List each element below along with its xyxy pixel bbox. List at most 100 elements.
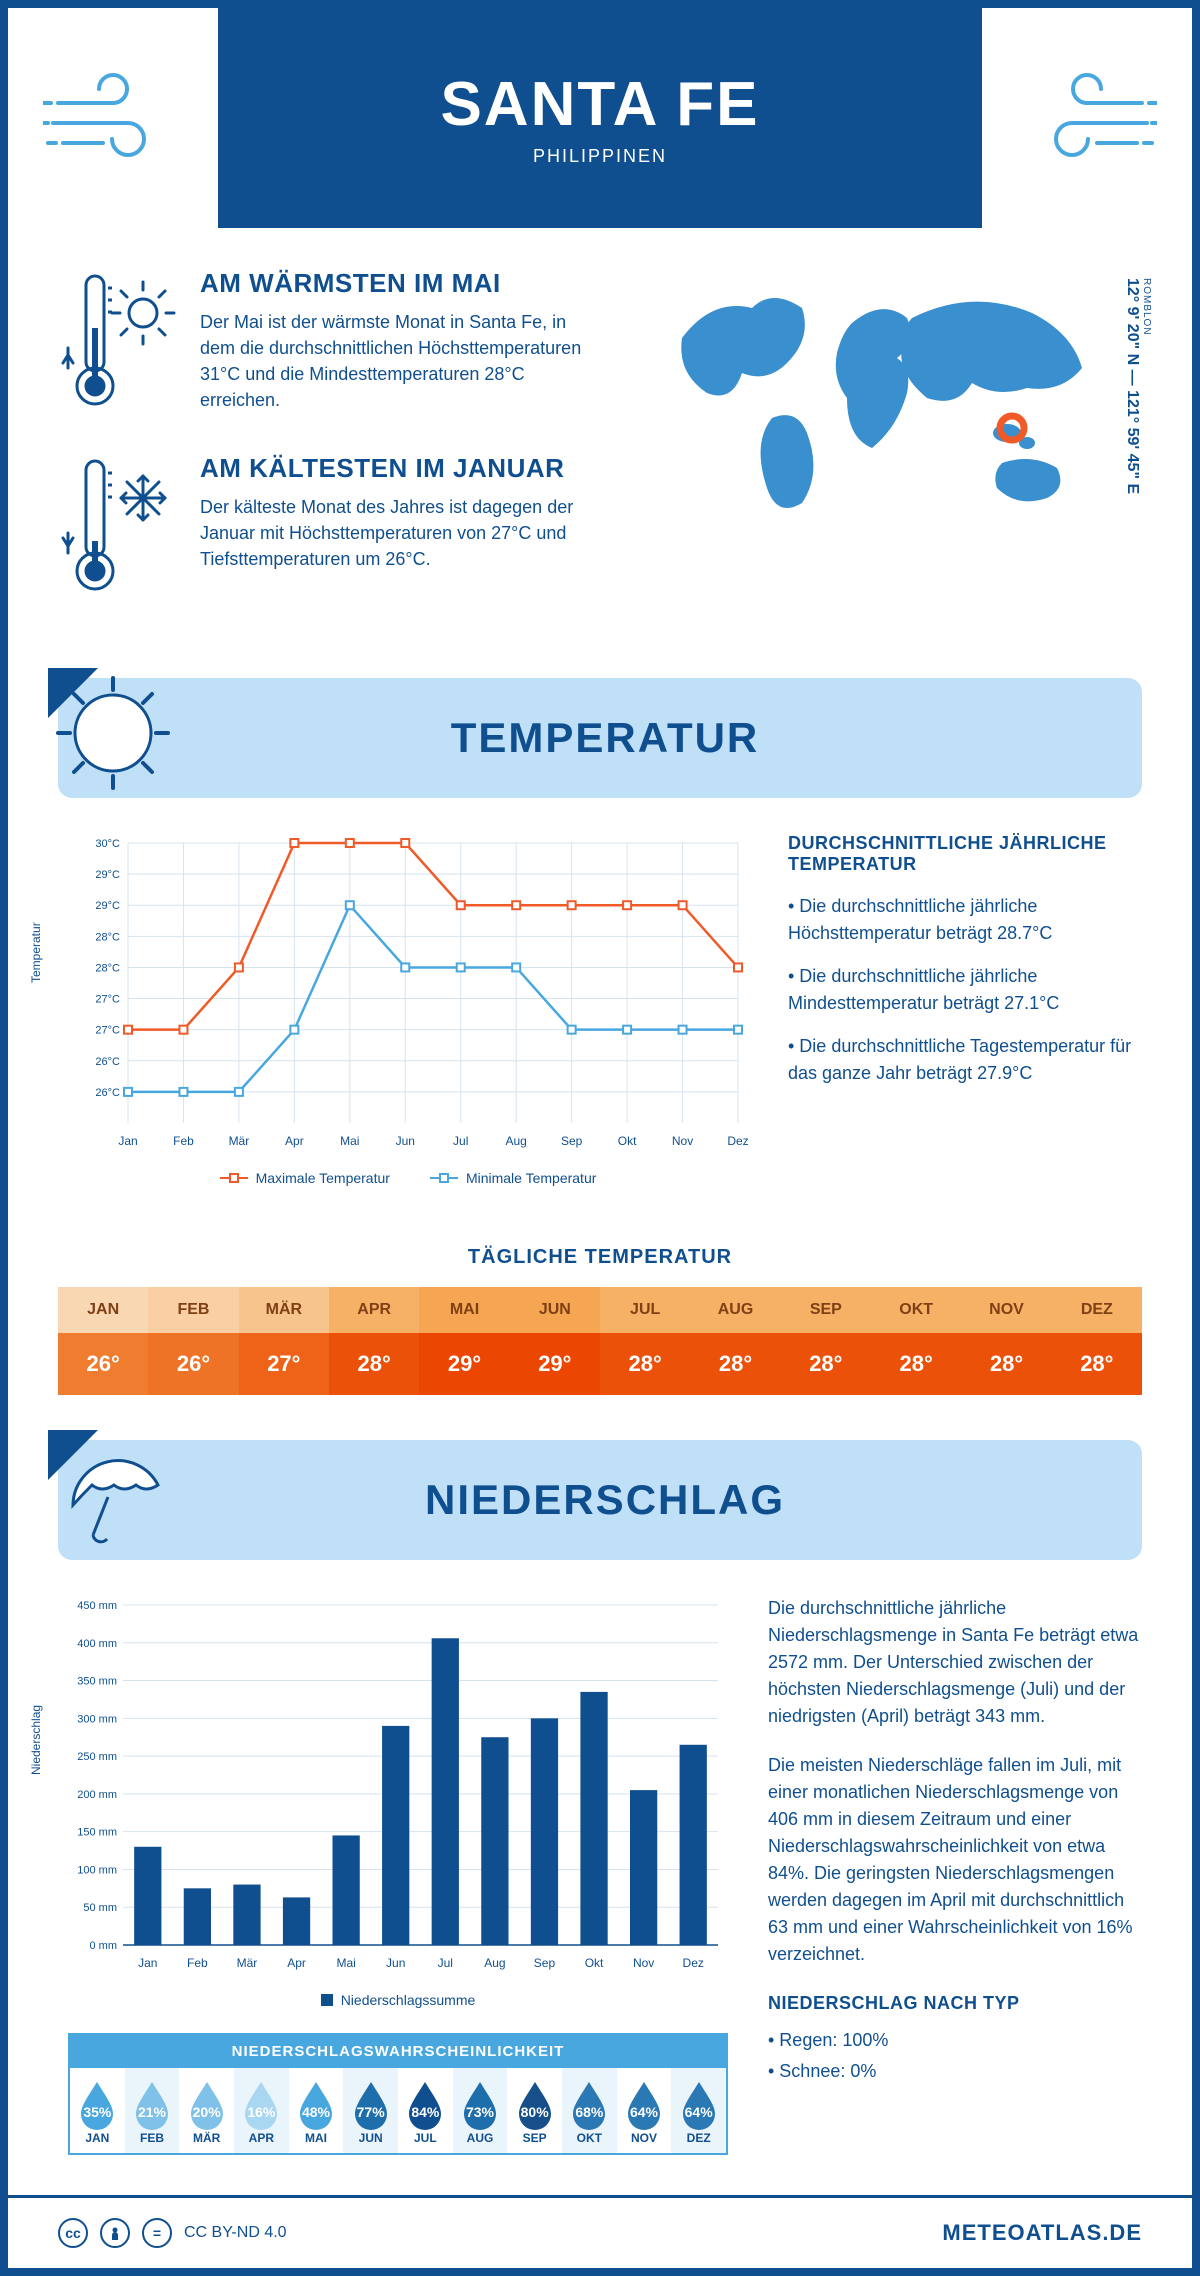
temp-legend: Maximale Temperatur Minimale Temperatur bbox=[68, 1170, 748, 1186]
daily-value: 28° bbox=[690, 1333, 780, 1395]
prob-cell: 80% SEP bbox=[507, 2068, 562, 2153]
temp-bullet-0: • Die durchschnittliche jährliche Höchst… bbox=[788, 893, 1142, 947]
precip-p2: Die meisten Niederschläge fallen im Juli… bbox=[768, 1752, 1142, 1968]
prob-cell: 73% AUG bbox=[453, 2068, 508, 2153]
precip-legend: Niederschlagssumme bbox=[68, 1992, 728, 2008]
header: SANTA FE PHILIPPINEN bbox=[8, 8, 1192, 228]
precip-type-title: NIEDERSCHLAG NACH TYP bbox=[768, 1990, 1142, 2017]
svg-text:Feb: Feb bbox=[187, 1956, 208, 1970]
precip-section-header: NIEDERSCHLAG bbox=[58, 1440, 1142, 1560]
svg-text:Jun: Jun bbox=[396, 1134, 415, 1148]
svg-text:Dez: Dez bbox=[683, 1956, 704, 1970]
temperature-chart: Temperatur 26°C26°C27°C27°C28°C28°C29°C2… bbox=[68, 833, 748, 1186]
prob-cell: 68% OKT bbox=[562, 2068, 617, 2153]
coldest-item: AM KÄLTESTEN IM JANUAR Der kälteste Mona… bbox=[58, 453, 592, 603]
umbrella-icon bbox=[48, 1430, 178, 1560]
probability-title: NIEDERSCHLAGSWAHRSCHEINLICHKEIT bbox=[70, 2035, 726, 2068]
svg-text:27°C: 27°C bbox=[95, 1025, 120, 1037]
temperature-side-text: DURCHSCHNITTLICHE JÄHRLICHE TEMPERATUR •… bbox=[788, 833, 1142, 1186]
prob-cell: 20% MÄR bbox=[179, 2068, 234, 2153]
svg-text:Mai: Mai bbox=[340, 1134, 359, 1148]
daily-head: NOV bbox=[961, 1287, 1051, 1333]
page-subtitle: PHILIPPINEN bbox=[533, 146, 667, 167]
svg-text:450 mm: 450 mm bbox=[77, 1600, 117, 1612]
daily-head: FEB bbox=[148, 1287, 238, 1333]
svg-text:Apr: Apr bbox=[287, 1956, 306, 1970]
svg-text:Dez: Dez bbox=[727, 1134, 748, 1148]
daily-value: 28° bbox=[871, 1333, 961, 1395]
daily-temp-table: JANFEBMÄRAPRMAIJUNJULAUGSEPOKTNOVDEZ26°2… bbox=[58, 1287, 1142, 1395]
svg-text:Okt: Okt bbox=[585, 1956, 604, 1970]
prob-cell: 48% MAI bbox=[289, 2068, 344, 2153]
temp-y-axis-label: Temperatur bbox=[29, 922, 43, 983]
svg-text:Mär: Mär bbox=[237, 1956, 258, 1970]
svg-text:Jul: Jul bbox=[453, 1134, 468, 1148]
coldest-text: Der kälteste Monat des Jahres ist dagege… bbox=[200, 494, 592, 572]
footer: cc = CC BY-ND 4.0 METEOATLAS.DE bbox=[8, 2195, 1192, 2268]
daily-value: 29° bbox=[419, 1333, 509, 1395]
svg-text:50 mm: 50 mm bbox=[83, 1902, 117, 1914]
svg-text:26°C: 26°C bbox=[95, 1087, 120, 1099]
daily-head: APR bbox=[329, 1287, 419, 1333]
precip-legend-label: Niederschlagssumme bbox=[341, 1992, 476, 2008]
prob-cell: 84% JUL bbox=[398, 2068, 453, 2153]
daily-value: 29° bbox=[510, 1333, 600, 1395]
svg-text:29°C: 29°C bbox=[95, 869, 120, 881]
info-left: AM WÄRMSTEN IM MAI Der Mai ist der wärms… bbox=[58, 268, 592, 638]
precip-snow: • Schnee: 0% bbox=[768, 2058, 1142, 2085]
cc-icon: cc bbox=[58, 2218, 88, 2248]
daily-value: 26° bbox=[148, 1333, 238, 1395]
daily-value: 28° bbox=[961, 1333, 1051, 1395]
precip-left: Niederschlag 0 mm50 mm100 mm150 mm200 mm… bbox=[68, 1595, 728, 2155]
daily-head: AUG bbox=[690, 1287, 780, 1333]
svg-text:28°C: 28°C bbox=[95, 931, 120, 943]
daily-value: 28° bbox=[329, 1333, 419, 1395]
temp-line-chart: 26°C26°C27°C27°C28°C28°C29°C29°C30°CJanF… bbox=[68, 833, 748, 1153]
temp-bullet-2: • Die durchschnittliche Tagestemperatur … bbox=[788, 1033, 1142, 1087]
svg-text:Mär: Mär bbox=[229, 1134, 250, 1148]
coldest-title: AM KÄLTESTEN IM JANUAR bbox=[200, 453, 592, 484]
svg-text:30°C: 30°C bbox=[95, 838, 120, 850]
svg-text:Mai: Mai bbox=[336, 1956, 355, 1970]
temperature-body: Temperatur 26°C26°C27°C27°C28°C28°C29°C2… bbox=[8, 833, 1192, 1216]
coordinates: ROMBLON 12° 9' 20" N — 121° 59' 45" E bbox=[1123, 278, 1152, 494]
precip-text: Die durchschnittliche jährliche Niedersc… bbox=[768, 1595, 1142, 2155]
svg-text:350 mm: 350 mm bbox=[77, 1676, 117, 1688]
warmest-item: AM WÄRMSTEN IM MAI Der Mai ist der wärms… bbox=[58, 268, 592, 418]
svg-text:Nov: Nov bbox=[633, 1956, 654, 1970]
daily-temp-title: TÄGLICHE TEMPERATUR bbox=[8, 1246, 1192, 1269]
daily-head: JUL bbox=[600, 1287, 690, 1333]
info-row: AM WÄRMSTEN IM MAI Der Mai ist der wärms… bbox=[8, 228, 1192, 668]
svg-text:Sep: Sep bbox=[561, 1134, 583, 1148]
temperature-section-header: TEMPERATUR bbox=[58, 678, 1142, 798]
temp-side-title: DURCHSCHNITTLICHE JÄHRLICHE TEMPERATUR bbox=[788, 833, 1142, 875]
by-icon bbox=[100, 2218, 130, 2248]
svg-text:Jan: Jan bbox=[118, 1134, 137, 1148]
daily-value: 28° bbox=[1052, 1333, 1142, 1395]
temperature-title: TEMPERATUR bbox=[188, 714, 1142, 762]
svg-text:27°C: 27°C bbox=[95, 994, 120, 1006]
daily-value: 27° bbox=[239, 1333, 329, 1395]
daily-head: JUN bbox=[510, 1287, 600, 1333]
svg-text:Aug: Aug bbox=[506, 1134, 527, 1148]
svg-text:100 mm: 100 mm bbox=[77, 1864, 117, 1876]
svg-text:300 mm: 300 mm bbox=[77, 1713, 117, 1725]
precip-title: NIEDERSCHLAG bbox=[188, 1476, 1142, 1524]
thermometer-sun-icon bbox=[58, 268, 178, 418]
region-label: ROMBLON bbox=[1141, 278, 1152, 488]
warmest-title: AM WÄRMSTEN IM MAI bbox=[200, 268, 592, 299]
wind-icon-left bbox=[8, 8, 218, 228]
title-box: SANTA FE PHILIPPINEN bbox=[218, 8, 982, 228]
svg-text:Aug: Aug bbox=[484, 1956, 505, 1970]
daily-head: JAN bbox=[58, 1287, 148, 1333]
svg-text:Apr: Apr bbox=[285, 1134, 304, 1148]
license-text: CC BY-ND 4.0 bbox=[184, 2224, 287, 2242]
wind-icon-right bbox=[982, 8, 1192, 228]
svg-text:Sep: Sep bbox=[534, 1956, 556, 1970]
coords-value: 12° 9' 20" N — 121° 59' 45" E bbox=[1124, 278, 1141, 494]
daily-head: SEP bbox=[781, 1287, 871, 1333]
svg-text:Jan: Jan bbox=[138, 1956, 157, 1970]
svg-text:200 mm: 200 mm bbox=[77, 1789, 117, 1801]
daily-head: MÄR bbox=[239, 1287, 329, 1333]
precip-rain: • Regen: 100% bbox=[768, 2027, 1142, 2054]
